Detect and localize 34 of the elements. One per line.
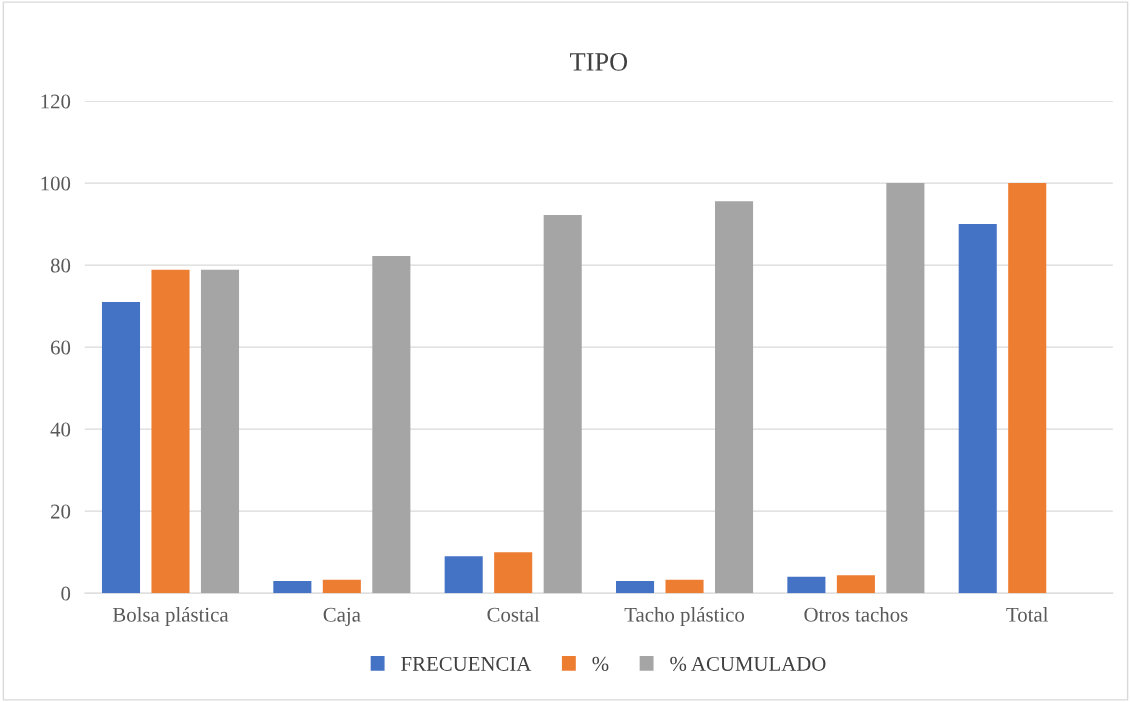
x-tick-label: Otros tachos	[804, 607, 908, 622]
y-tick-label: 20	[51, 504, 71, 519]
bar	[1008, 183, 1047, 594]
bar	[372, 256, 411, 594]
y-tick-label: 40	[50, 422, 71, 437]
legend-label: FRECUENCIA	[401, 656, 532, 671]
bar	[543, 215, 582, 594]
bar	[101, 302, 141, 594]
legend-label: %	[592, 656, 609, 671]
x-tick-label: Bolsa plástica	[112, 607, 229, 626]
bar	[444, 556, 483, 594]
bar	[322, 579, 361, 594]
bar	[836, 575, 875, 594]
bar	[958, 224, 997, 594]
y-tick-label: 80	[50, 258, 71, 273]
legend-label: % ACUMULADO	[670, 656, 826, 671]
bar	[200, 269, 240, 594]
x-tick-label: Caja	[323, 607, 361, 626]
bar	[494, 552, 533, 594]
y-tick-label: 120	[41, 94, 71, 109]
bar	[151, 269, 190, 594]
bar	[273, 580, 312, 594]
y-tick-label: 60	[51, 340, 71, 355]
bar	[886, 183, 925, 594]
x-tick-label: Costal	[487, 607, 540, 622]
bar	[787, 576, 826, 594]
y-tick-label: 0	[61, 586, 71, 601]
y-tick-label: 100	[41, 176, 71, 191]
x-tick-label: Tacho plástico	[624, 607, 745, 626]
bar	[616, 580, 655, 594]
bar	[665, 579, 704, 594]
bar	[715, 201, 754, 594]
chart-title: TIPO	[570, 53, 628, 71]
x-tick-label: Total	[1006, 607, 1049, 622]
